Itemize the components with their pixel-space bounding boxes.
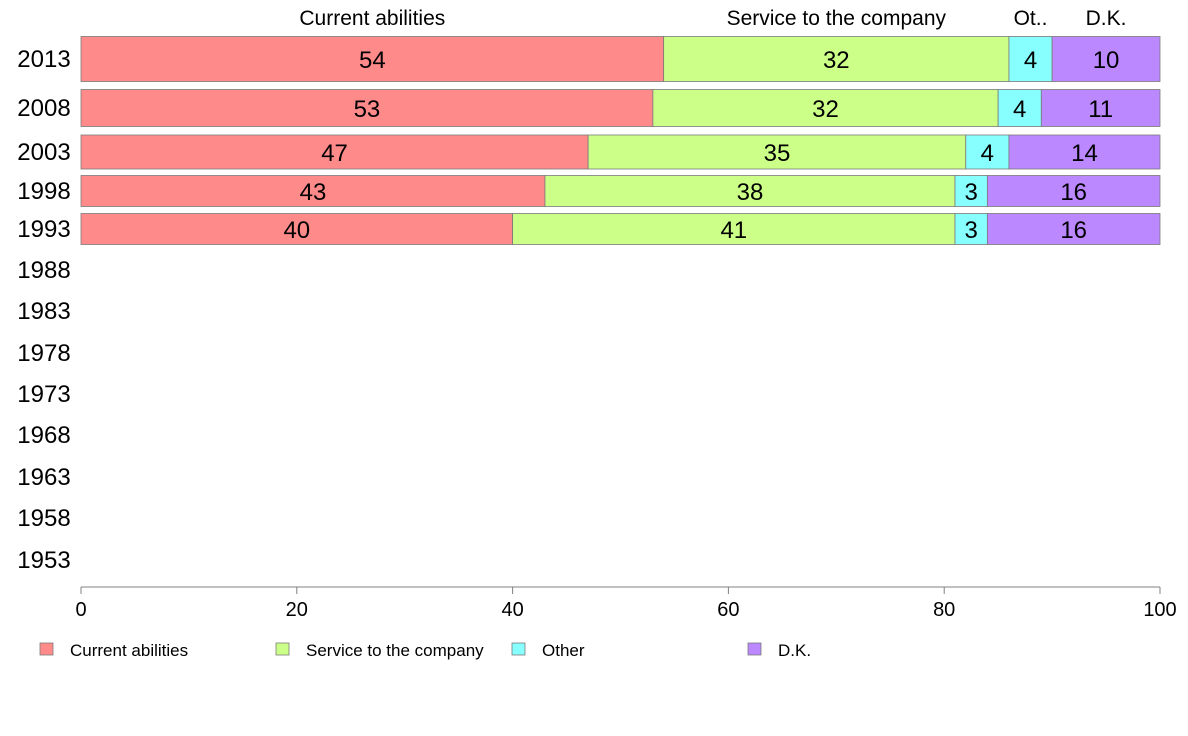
column-header-3: D.K. (1086, 7, 1127, 30)
bar-value-1998-series-1: 38 (737, 179, 764, 206)
year-label-1993: 1993 (17, 216, 70, 243)
bar-2008-series-3 (1040, 89, 1161, 127)
year-label-1978: 1978 (17, 340, 70, 367)
legend: Current abilities Service to the company O… (39, 641, 811, 660)
bar-value-2003-series-2: 4 (981, 140, 994, 167)
bar-2008-series-2 (997, 89, 1042, 127)
bar-value-2008-series-3: 11 (1088, 96, 1113, 123)
year-label-1958: 1958 (17, 505, 70, 532)
bar-2013-series-1 (663, 36, 1010, 82)
legend-label-2: Other (542, 641, 585, 660)
bar-value-2013-series-2: 4 (1024, 47, 1037, 74)
bar-2003-series-1 (587, 134, 967, 170)
year-label-1953: 1953 (17, 547, 70, 574)
year-label-1973: 1973 (17, 381, 70, 408)
bar-value-2008-series-0: 53 (354, 96, 381, 123)
x-tick-label-60: 60 (717, 599, 739, 621)
bar-value-1998-series-0: 43 (300, 179, 327, 206)
legend-swatch-2 (511, 642, 526, 656)
bar-1993-series-1 (512, 213, 956, 245)
bar-value-2013-series-3: 10 (1093, 47, 1120, 74)
x-tick-label-80: 80 (933, 599, 955, 621)
column-header-0: Current abilities (299, 7, 445, 30)
x-tick-label-40: 40 (501, 599, 523, 621)
legend-label-0: Current abilities (70, 641, 188, 660)
legend-swatch-1 (275, 642, 290, 656)
bar-2008-series-1 (652, 89, 999, 127)
bar-value-2003-series-1: 35 (764, 140, 791, 167)
x-axis: 0 20 40 60 80 100 (75, 586, 1177, 621)
column-headers: Current abilities Service to the company O… (299, 7, 1126, 30)
bar-value-2013-series-1: 32 (823, 47, 850, 74)
bar-value-2008-series-2: 4 (1013, 96, 1026, 123)
bar-value-1993-series-2: 3 (964, 217, 977, 244)
bar-value-1993-series-3: 16 (1060, 217, 1087, 244)
year-label-1998: 1998 (17, 178, 70, 205)
bar-1993-series-2 (954, 213, 988, 245)
bar-value-1998-series-2: 3 (964, 179, 977, 206)
year-label-1983: 1983 (17, 298, 70, 325)
bars: 54 32 4 10 53 32 4 11 47 35 4 14 43 38 3 16 40 41 3 16 (80, 36, 1161, 245)
year-label-2008: 2008 (17, 95, 70, 122)
bar-2008-series-0 (80, 89, 654, 127)
x-tick-label-100: 100 (1143, 599, 1176, 621)
legend-swatch-0 (39, 642, 54, 656)
legend-swatch-3 (747, 642, 762, 656)
bar-value-2003-series-3: 14 (1071, 140, 1098, 167)
legend-label-3: D.K. (778, 641, 811, 660)
year-label-1988: 1988 (17, 257, 70, 284)
bar-1998-series-3 (986, 175, 1161, 207)
year-label-2013: 2013 (17, 46, 70, 73)
bar-2013-series-0 (80, 36, 665, 82)
x-tick-label-0: 0 (75, 599, 86, 621)
column-header-2: Ot.. (1014, 7, 1048, 30)
bar-1998-series-0 (80, 175, 546, 207)
bar-value-1998-series-3: 16 (1060, 179, 1087, 206)
bar-1993-series-0 (80, 213, 514, 245)
bar-1998-series-1 (544, 175, 956, 207)
bar-value-1993-series-0: 40 (283, 217, 310, 244)
bar-2003-series-3 (1008, 134, 1161, 170)
column-header-1: Service to the company (727, 7, 947, 30)
bar-value-2008-series-1: 32 (812, 96, 839, 123)
year-label-2003: 2003 (17, 139, 70, 166)
year-labels: 2013 2008 2003 1998 1993 1988 1983 1978 1973 1968… (17, 46, 70, 574)
bar-1993-series-3 (986, 213, 1161, 245)
bar-2003-series-0 (80, 134, 589, 170)
legend-label-1: Service to the company (306, 641, 484, 660)
bar-value-1993-series-1: 41 (720, 217, 747, 244)
bar-value-2013-series-0: 54 (359, 47, 386, 74)
year-label-1963: 1963 (17, 464, 70, 491)
x-tick-label-20: 20 (286, 599, 308, 621)
bar-value-2003-series-0: 47 (321, 140, 348, 167)
bar-2013-series-3 (1051, 36, 1161, 82)
year-label-1968: 1968 (17, 422, 70, 449)
bar-2013-series-2 (1008, 36, 1053, 82)
